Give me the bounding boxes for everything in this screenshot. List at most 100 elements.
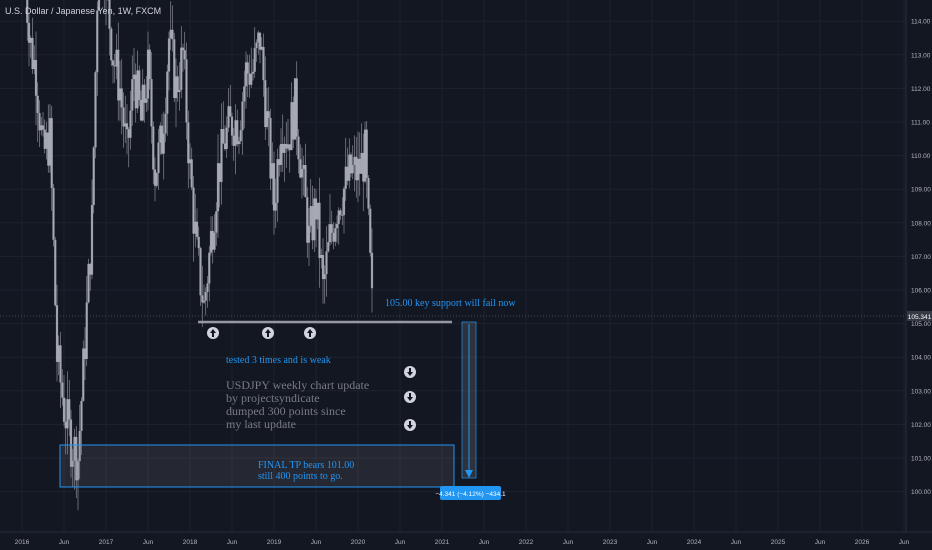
y-tick-label: 114.00: [911, 19, 931, 26]
x-tick-label: Jun: [563, 539, 574, 546]
candle-body: [225, 127, 228, 150]
candle-body: [321, 255, 325, 280]
candle-body: [62, 397, 66, 422]
candle-body: [311, 206, 314, 241]
candle-body: [202, 300, 206, 303]
candle-body: [344, 166, 347, 189]
candle-body: [162, 133, 165, 154]
candle-body: [346, 166, 349, 181]
candle-body: [220, 128, 223, 182]
candle-body: [132, 74, 136, 80]
candle-body: [262, 46, 265, 81]
candle-body: [295, 78, 298, 137]
candle-body: [41, 125, 45, 130]
candle-body: [285, 143, 288, 149]
arrow-down-circle-icon: [404, 419, 416, 431]
candle-body: [211, 230, 214, 250]
candle-body: [146, 49, 150, 99]
candle-body: [148, 49, 151, 80]
candle-body: [164, 113, 167, 134]
candle-body: [246, 62, 249, 74]
candle-body: [342, 188, 346, 216]
x-tick-label: Jun: [899, 539, 910, 546]
candle-body: [248, 73, 251, 85]
candle-body: [227, 106, 230, 128]
tested-note: tested 3 times and is weak: [226, 355, 331, 366]
candle-body: [195, 221, 199, 237]
candle-body: [250, 73, 253, 85]
arrow-up-circle-icon: [262, 327, 274, 339]
candle-body: [26, 0, 29, 23]
candle-body: [274, 202, 277, 211]
candle-body: [167, 38, 171, 72]
candle-body: [264, 80, 267, 127]
candle-body: [61, 382, 64, 398]
candle-body: [230, 116, 234, 136]
candle-body: [283, 143, 286, 153]
candle-body: [215, 211, 218, 233]
candle-body: [183, 50, 186, 60]
arrow-up-glyph: [210, 329, 216, 337]
candle-body: [176, 76, 179, 93]
candle-body: [181, 47, 185, 51]
candle-body: [48, 118, 52, 166]
candle-body: [304, 165, 307, 198]
candle-body: [82, 348, 85, 401]
arrow-down-circle-icon: [404, 391, 416, 403]
candle-body: [173, 39, 176, 99]
candle-body: [335, 223, 339, 229]
candle-body: [127, 129, 130, 138]
candle-body: [174, 76, 178, 99]
candle-body: [96, 10, 99, 73]
y-axis: 100.00 101.00 102.00 103.00 104.00 105.00 106.…: [905, 0, 931, 532]
candle-body: [325, 251, 328, 275]
candle-body: [339, 210, 342, 215]
candle-body: [293, 78, 297, 140]
candle-body: [341, 214, 344, 216]
measure-label: −4.341 (−4.12%) −434.1: [435, 491, 506, 498]
candle-body: [122, 107, 125, 127]
candle-body: [111, 60, 115, 66]
y-tick-label: 113.00: [911, 52, 931, 59]
candle-body: [332, 232, 335, 242]
candle-body: [222, 128, 225, 144]
arrow-down-circle-icon: [404, 366, 416, 378]
candle-body: [54, 239, 57, 306]
arrow-up-circle-icon: [207, 327, 219, 339]
candle-body: [234, 120, 237, 146]
x-tick-label: Jun: [311, 539, 322, 546]
y-tick-label: 102.00: [911, 422, 931, 429]
candle-body: [55, 305, 59, 362]
candle-body: [370, 252, 374, 289]
candle-body: [237, 141, 241, 145]
candle-body: [290, 102, 293, 151]
candle-body: [150, 79, 153, 127]
candle-body: [43, 129, 46, 149]
candle-body: [83, 348, 87, 359]
y-tick-label: 101.00: [911, 456, 931, 463]
candle-body: [218, 163, 221, 182]
measure-arrow-head: [465, 470, 473, 478]
candle-body: [66, 399, 69, 429]
candle-body: [115, 49, 118, 67]
candle-body: [71, 460, 74, 467]
y-tick-label: 108.00: [911, 220, 931, 227]
candle-body: [69, 419, 73, 467]
candle-body: [216, 163, 220, 212]
candle-body: [141, 84, 144, 121]
candle-body: [108, 0, 111, 29]
arrow-up-circle-icon: [304, 327, 316, 339]
candle-body: [45, 132, 48, 149]
x-tick-label: 2018: [183, 539, 198, 546]
candle-body: [328, 224, 332, 243]
candle-body: [229, 106, 232, 117]
candle-body: [89, 263, 92, 275]
candle-body: [276, 159, 279, 203]
candle-body: [68, 399, 71, 420]
candle-body: [197, 236, 200, 249]
candle-body: [59, 345, 62, 383]
x-tick-label: 2026: [855, 539, 870, 546]
candle-body: [153, 169, 157, 186]
candle-body: [318, 202, 321, 258]
